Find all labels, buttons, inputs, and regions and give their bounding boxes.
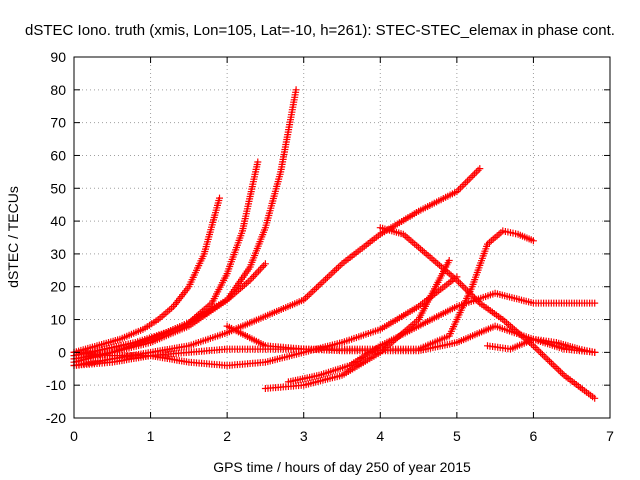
x-tick-label: 3 — [300, 428, 308, 444]
x-tick-label: 6 — [530, 428, 538, 444]
x-tick-label: 4 — [376, 428, 384, 444]
series-11 — [376, 224, 599, 402]
y-tick-label: 70 — [50, 115, 66, 131]
plot-frame — [73, 56, 611, 419]
y-tick-label: 10 — [50, 312, 66, 328]
x-tick-label: 7 — [606, 428, 614, 444]
y-tick-label: -20 — [46, 410, 66, 426]
x-axis-label: GPS time / hours of day 250 of year 2015 — [213, 459, 471, 475]
series-11-markers — [376, 224, 599, 402]
series-10-markers — [284, 289, 599, 386]
data-layer — [70, 86, 599, 402]
y-tick-label: 20 — [50, 279, 66, 295]
y-axis-label: dSTEC / TECUs — [5, 186, 21, 288]
series-3-markers — [70, 86, 300, 363]
y-tick-label: 0 — [58, 344, 66, 360]
axis-ticks: 0 1 2 3 4 5 6 7 -20 -10 0 10 20 30 40 50 60 70 80 90 — [46, 49, 614, 444]
series-12 — [484, 335, 599, 356]
series-1-markers — [70, 194, 223, 356]
chart-title: dSTEC Iono. truth (xmis, Lon=105, Lat=-1… — [25, 22, 615, 39]
series-3 — [70, 86, 300, 363]
x-tick-label: 0 — [70, 428, 78, 444]
series-12-markers — [484, 335, 599, 356]
x-tick-label: 1 — [147, 428, 155, 444]
x-tick-label: 5 — [453, 428, 461, 444]
y-tick-label: 40 — [50, 213, 66, 229]
y-tick-label: -10 — [46, 377, 66, 393]
y-tick-label: 50 — [50, 180, 66, 196]
series-1 — [70, 194, 223, 356]
x-tick-label: 2 — [223, 428, 231, 444]
y-tick-label: 30 — [50, 246, 66, 262]
y-tick-label: 90 — [50, 49, 66, 65]
series-10 — [284, 289, 599, 386]
y-tick-label: 80 — [50, 82, 66, 98]
y-tick-label: 60 — [50, 147, 66, 163]
